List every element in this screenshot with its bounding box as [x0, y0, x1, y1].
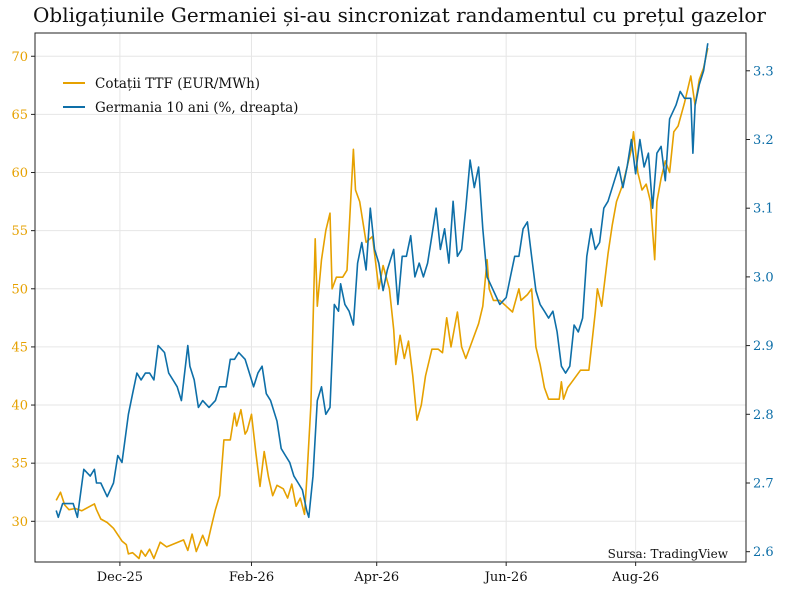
left-tick-label: 40: [11, 399, 28, 414]
right-tick-label: 3.2: [753, 133, 774, 148]
right-tick-label: 2.9: [753, 339, 774, 354]
left-tick-label: 35: [11, 457, 28, 472]
left-tick-label: 45: [11, 340, 28, 355]
left-tick-label: 50: [11, 282, 28, 297]
legend: Cotații TTF (EUR/MWh) Germania 10 ani (%…: [63, 76, 298, 116]
left-tick-label: 70: [11, 50, 28, 65]
plot-frame: [34, 32, 747, 563]
right-tick-label: 2.6: [753, 545, 774, 560]
left-tick-label: 65: [11, 108, 28, 123]
series-line-bund: [55, 43, 709, 519]
x-tick-label: Aug-26: [611, 570, 659, 585]
right-tick-label: 3.1: [753, 202, 774, 217]
x-tick-label: Jun-26: [483, 570, 528, 585]
left-tick-label: 55: [11, 224, 28, 239]
right-tick-label: 3.0: [753, 270, 774, 285]
source-note: Sursa: TradingView: [608, 547, 729, 561]
right-tick-label: 3.3: [753, 64, 774, 79]
left-tick-label: 60: [11, 166, 28, 181]
x-tick-label: Apr-26: [353, 570, 399, 585]
x-axis: Dec-25 Feb-26 Apr-26 Jun-26 Aug-26: [97, 562, 659, 585]
left-tick-label: 30: [11, 515, 28, 530]
legend-label-bund: Germania 10 ani (%, dreapta): [95, 100, 298, 116]
x-tick-label: Feb-26: [229, 570, 274, 585]
x-tick-label: Dec-25: [97, 570, 143, 585]
left-axis: 30 35 40 45 50 55 60 65 70: [11, 50, 35, 530]
right-tick-label: 2.7: [753, 476, 774, 491]
right-tick-label: 2.8: [753, 408, 774, 423]
right-axis: 2.6 2.7 2.8 2.9 3.0 3.1 3.2 3.3: [746, 64, 774, 560]
series-layer: [55, 43, 709, 560]
chart-title: Obligațiunile Germaniei și-au sincroniza…: [33, 3, 766, 27]
legend-label-ttf: Cotații TTF (EUR/MWh): [95, 76, 260, 92]
series-line-ttf: [55, 47, 709, 560]
